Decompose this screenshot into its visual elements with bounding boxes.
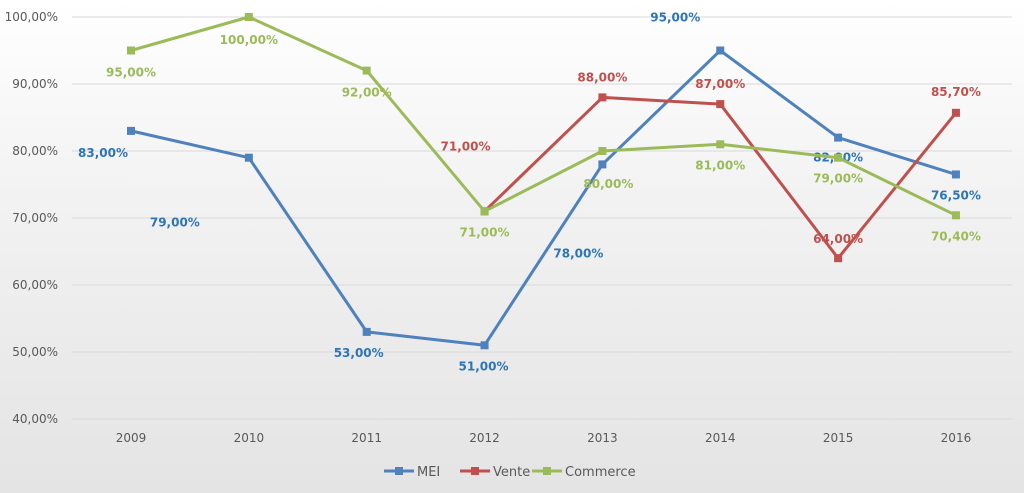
data-point-mei [716, 46, 725, 55]
y-tick-label: 70,00% [12, 211, 58, 225]
y-tick-label: 100,00% [5, 10, 58, 24]
data-point-mei [480, 341, 489, 350]
data-point-commerce [598, 147, 607, 155]
data-point-mei [244, 153, 253, 162]
data-label-commerce: 92,00% [342, 86, 392, 100]
series-line-commerce [130, 15, 957, 217]
legend-marker-commerce [543, 467, 551, 475]
x-tick-label: 2009 [116, 431, 147, 445]
data-label-commerce: 100,00% [220, 33, 278, 47]
data-point-commerce [480, 207, 489, 216]
data-point-mei [127, 126, 135, 135]
legend-label-vente: Vente [493, 465, 530, 480]
data-point-commerce [834, 153, 843, 162]
data-label-mei: 53,00% [334, 346, 384, 360]
data-label-commerce: 95,00% [106, 66, 156, 80]
data-label-vente: 88,00% [577, 70, 627, 84]
data-point-mei [362, 327, 371, 336]
data-point-mei [951, 170, 960, 179]
data-label-commerce: 71,00% [460, 225, 510, 239]
data-label-commerce: 70,40% [931, 229, 981, 243]
legend-label-commerce: Commerce [565, 465, 636, 480]
y-tick-label: 40,00% [12, 412, 58, 426]
x-tick-label: 2016 [941, 431, 972, 445]
data-point-vente [716, 100, 725, 109]
x-tick-label: 2015 [823, 431, 854, 445]
data-point-commerce [951, 211, 960, 220]
data-point-mei [598, 160, 607, 169]
data-label-vente: 71,00% [441, 139, 491, 153]
y-tick-label: 90,00% [12, 77, 58, 91]
data-label-mei: 95,00% [650, 11, 700, 25]
data-label-vente: 64,00% [813, 232, 863, 246]
data-point-mei [834, 133, 843, 142]
data-label-mei: 83,00% [78, 146, 128, 160]
data-point-commerce [362, 66, 371, 75]
data-label-commerce: 80,00% [583, 177, 633, 191]
legend-marker-vente [471, 467, 479, 475]
x-tick-label: 2010 [234, 431, 265, 445]
legend-marker-mei [395, 467, 403, 475]
data-label-commerce: 81,00% [695, 158, 745, 172]
data-label-vente: 87,00% [695, 77, 745, 91]
data-label-mei: 79,00% [150, 216, 200, 230]
data-label-mei: 78,00% [553, 246, 603, 260]
series-line-mei [130, 49, 957, 347]
x-tick-label: 2012 [469, 431, 500, 445]
data-point-vente [834, 254, 843, 263]
y-tick-label: 50,00% [12, 345, 58, 359]
data-point-commerce [716, 140, 725, 149]
data-point-commerce [244, 13, 253, 21]
data-point-vente [951, 108, 960, 117]
data-label-mei: 76,50% [931, 188, 981, 202]
data-point-commerce [127, 46, 135, 55]
x-tick-label: 2011 [351, 431, 382, 445]
y-tick-label: 60,00% [12, 278, 58, 292]
x-tick-label: 2014 [705, 431, 736, 445]
legend-label-mei: MEI [417, 465, 440, 480]
data-label-vente: 85,70% [931, 85, 981, 99]
y-tick-label: 80,00% [12, 144, 58, 158]
data-label-mei: 51,00% [459, 359, 509, 373]
x-tick-label: 2013 [587, 431, 618, 445]
data-point-vente [598, 93, 607, 102]
data-label-commerce: 79,00% [813, 172, 863, 186]
